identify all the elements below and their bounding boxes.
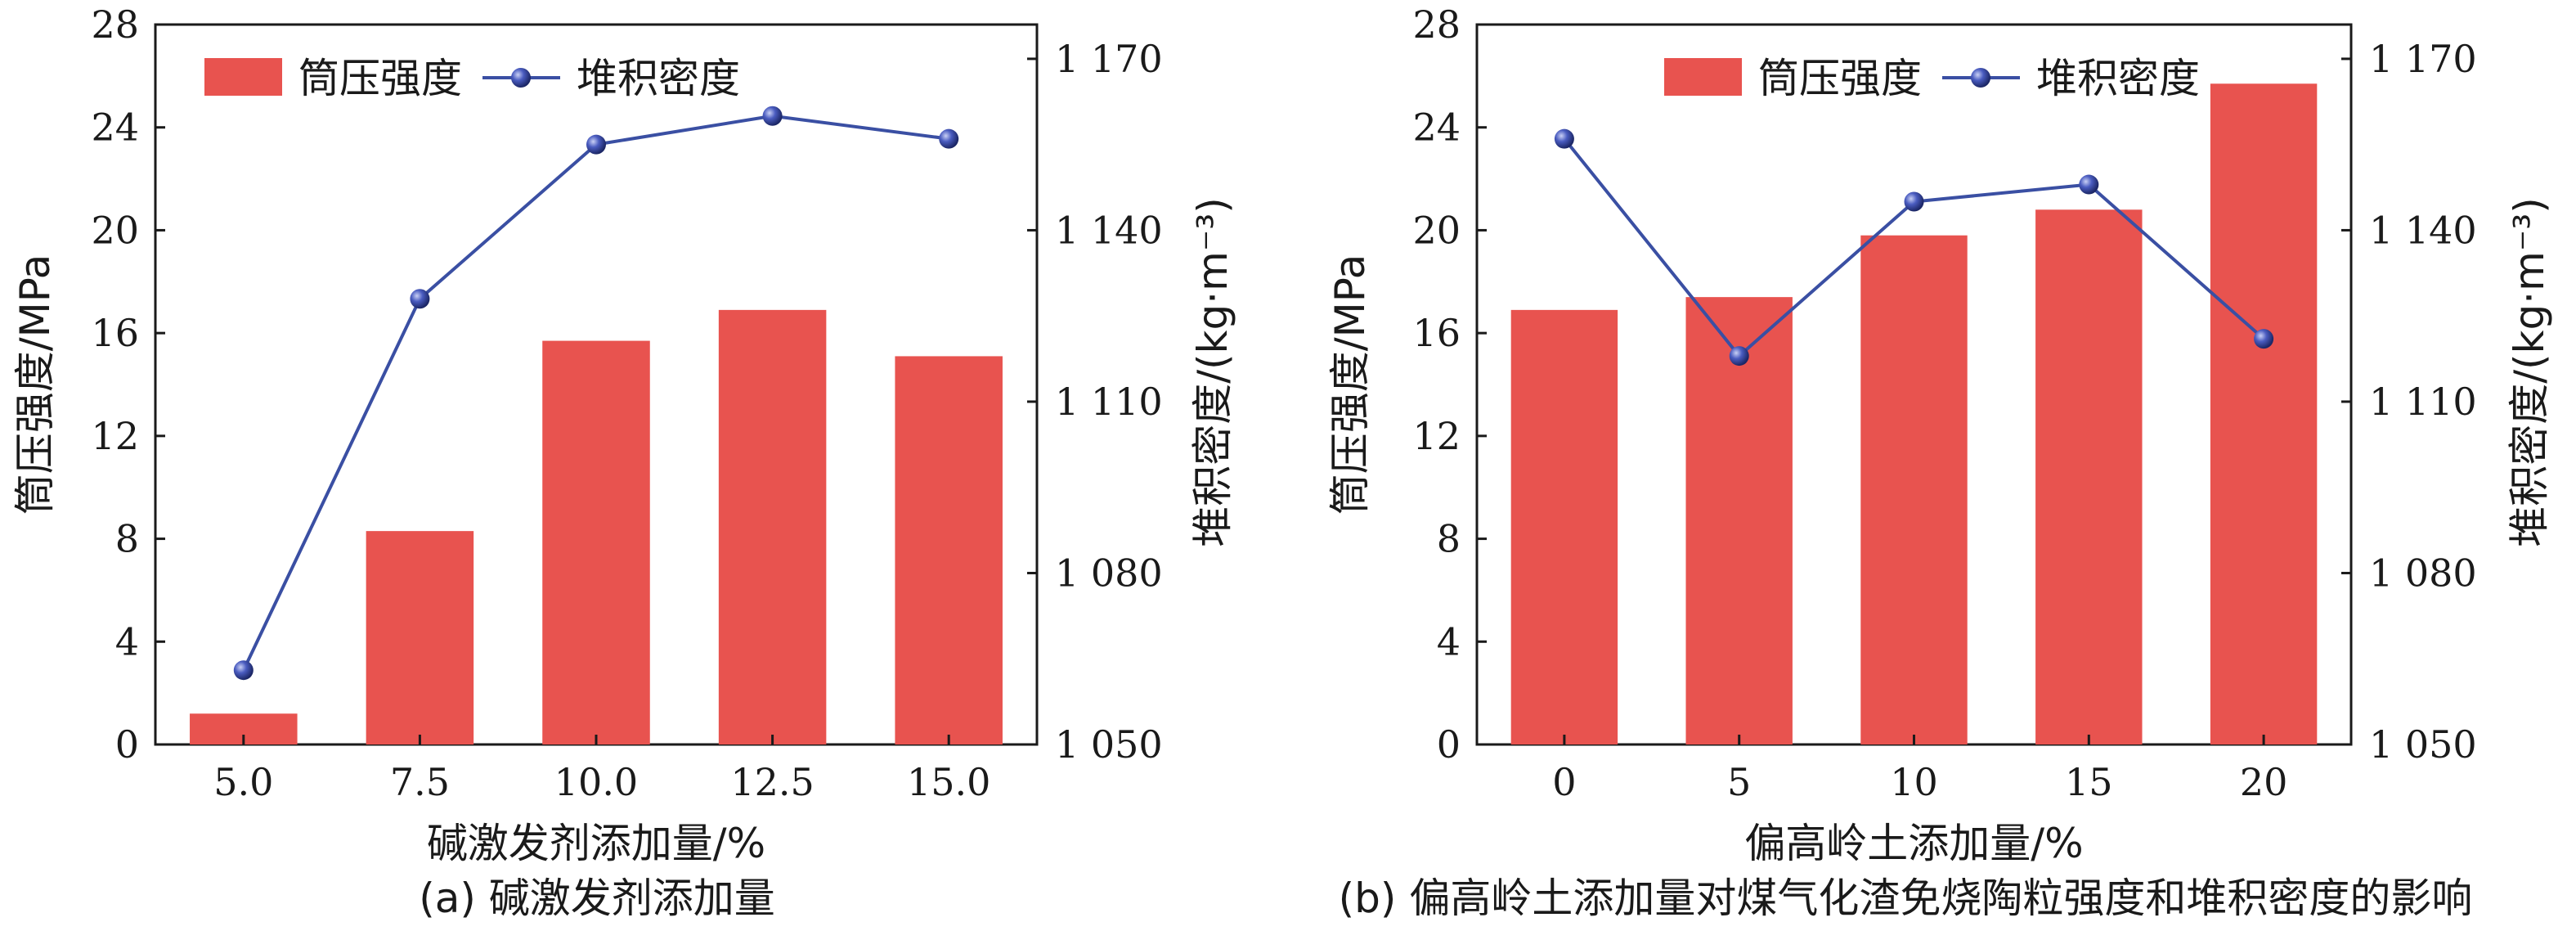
x-axis-label: 偏高岭土添加量/%	[1744, 820, 2083, 867]
y-tick-label: 24	[91, 106, 139, 150]
bar-10	[1860, 235, 1968, 744]
y-tick-label: 24	[1412, 106, 1461, 150]
bar-5	[1685, 297, 1793, 745]
chart-panel-b: 0 4 8 12 16 20 24 28 1 050 1 080 1 110 1 140 1 170 0 5…	[1326, 2, 2553, 922]
bar-7.5	[366, 531, 474, 744]
density-point-0	[1554, 128, 1574, 149]
x-tick-label: 5	[1727, 760, 1751, 804]
y2-tick-label: 1 110	[2369, 380, 2477, 424]
y-tick-label: 12	[1412, 414, 1461, 458]
bar-0	[1510, 309, 1618, 744]
density-point-15.0	[939, 128, 959, 149]
x-tick-label: 10.0	[554, 760, 638, 804]
legend: 筒压强度 堆积密度	[1664, 55, 2200, 102]
x-tick-label: 7.5	[390, 760, 450, 804]
density-point-15	[2079, 174, 2099, 195]
y2-tick-label: 1 080	[1055, 551, 1163, 595]
density-point-12.5	[762, 106, 783, 126]
legend-line-marker	[1971, 68, 1990, 88]
y2-tick-label: 1 050	[1055, 722, 1163, 767]
y2-axis-label: 堆积密度/(kg·m⁻³)	[1189, 197, 1236, 547]
x-tick-label: 15	[2065, 760, 2113, 804]
bar-15.0	[895, 356, 1003, 744]
density-point-10	[1904, 191, 1924, 212]
y-tick-label: 12	[91, 414, 139, 458]
x-axis-label: 碱激发剂添加量/%	[427, 820, 765, 867]
legend-line-label: 堆积密度	[577, 55, 740, 102]
bar-15	[2035, 209, 2143, 744]
y2-tick-label: 1 140	[2369, 208, 2477, 252]
y2-tick-label: 1 080	[2369, 551, 2477, 595]
y-tick-label: 0	[1437, 722, 1461, 767]
x-tick-label: 12.5	[730, 760, 814, 804]
bar-12.5	[718, 309, 827, 744]
y2-tick-label: 1 170	[1055, 37, 1163, 81]
y-tick-label: 28	[91, 2, 139, 47]
legend-bar-label: 筒压强度	[298, 55, 462, 102]
y2-tick-label: 1 110	[1055, 380, 1163, 424]
x-tick-label: 20	[2240, 760, 2288, 804]
legend: 筒压强度 堆积密度	[204, 55, 740, 102]
figure-caption: (b) 偏高岭土添加量对煤气化渣免烧陶粒强度和堆积密度的影响	[1339, 875, 2473, 922]
y-tick-label: 4	[1437, 619, 1461, 663]
density-point-5.0	[233, 660, 254, 681]
legend-line-label: 堆积密度	[2036, 55, 2200, 102]
y-tick-label: 20	[91, 208, 139, 252]
y2-tick-label: 1 050	[2369, 722, 2477, 767]
density-point-20	[2254, 329, 2274, 349]
y-tick-label: 20	[1412, 208, 1461, 252]
y2-axis-label: 堆积密度/(kg·m⁻³)	[2506, 197, 2553, 547]
figure-caption: (a) 碱激发剂添加量	[419, 875, 775, 922]
bar-10.0	[542, 340, 650, 744]
legend-bar-swatch	[1664, 58, 1742, 96]
legend-line-marker	[511, 68, 531, 88]
legend-bar-label: 筒压强度	[1758, 55, 1922, 102]
y-tick-label: 0	[115, 722, 139, 767]
y2-tick-label: 1 170	[2369, 37, 2477, 81]
chart-panel-a: 0 4 8 12 16 20 24 28 1 050 1 080 1 110 1 140 1 170 5.…	[11, 2, 1236, 922]
y-tick-label: 16	[1412, 311, 1461, 355]
y-axis-label: 筒压强度/MPa	[1326, 254, 1374, 515]
x-tick-label: 15.0	[907, 760, 990, 804]
density-point-5	[1729, 346, 1749, 367]
density-point-10.0	[586, 134, 606, 155]
legend-bar-swatch	[204, 58, 282, 96]
x-tick-label: 5.0	[213, 760, 273, 804]
y-tick-label: 4	[115, 619, 139, 663]
y-axis-label: 筒压强度/MPa	[11, 254, 59, 515]
y-tick-label: 8	[1437, 517, 1461, 561]
density-point-7.5	[410, 289, 430, 309]
y-tick-label: 8	[115, 517, 139, 561]
bar-20	[2210, 83, 2318, 745]
y-tick-label: 16	[91, 311, 139, 355]
y2-tick-label: 1 140	[1055, 208, 1163, 252]
x-tick-label: 10	[1890, 760, 1938, 804]
y-tick-label: 28	[1412, 2, 1461, 47]
x-tick-label: 0	[1552, 760, 1576, 804]
